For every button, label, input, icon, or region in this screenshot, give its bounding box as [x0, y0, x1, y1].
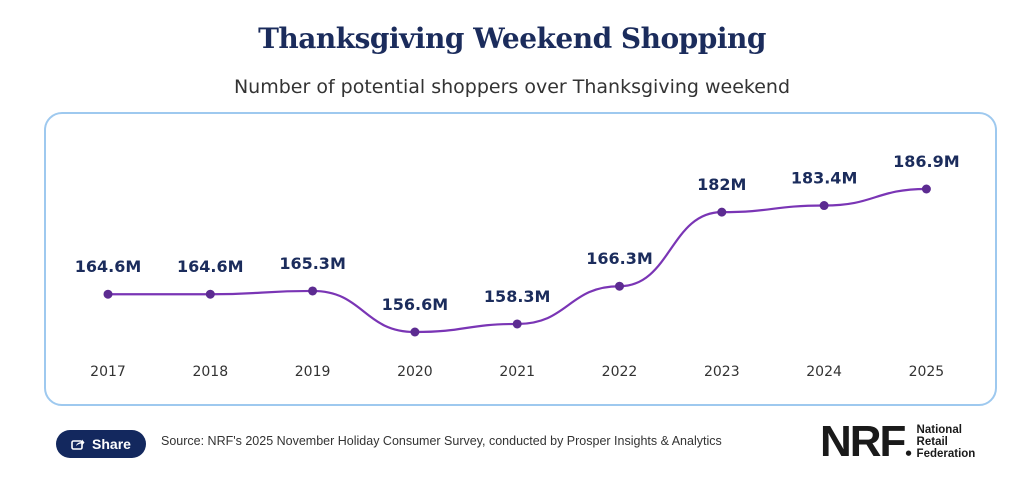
share-label: Share: [92, 436, 131, 452]
line-chart: 164.6M 2017 164.6M 2018 165.3M 2019 156.6M 2020…: [75, 152, 960, 380]
x-tick-label-2023: 2023: [704, 364, 740, 380]
data-point-2024: [819, 201, 829, 211]
data-label-2025: 186.9M: [893, 152, 960, 171]
data-label-2019: 165.3M: [279, 254, 346, 273]
chart-panel: 164.6M 2017 164.6M 2018 165.3M 2019 156.6M 2020…: [44, 112, 997, 406]
data-point-2021: [512, 319, 522, 329]
chart-title: Thanksgiving Weekend Shopping: [258, 22, 766, 55]
x-tick-label-2022: 2022: [602, 364, 638, 380]
data-label-2021: 158.3M: [484, 287, 551, 306]
x-tick-label-2020: 2020: [397, 364, 433, 380]
x-tick-label-2025: 2025: [909, 364, 945, 380]
x-tick-label-2018: 2018: [192, 364, 228, 380]
data-point-2023: [717, 207, 727, 217]
source-note: Source: NRF's 2025 November Holiday Cons…: [161, 434, 722, 448]
data-point-2020: [410, 327, 420, 337]
x-tick-label-2024: 2024: [806, 364, 842, 380]
nrf-name-line-2: Retail: [916, 436, 948, 448]
data-label-2020: 156.6M: [382, 295, 449, 314]
data-point-2018: [205, 289, 215, 299]
data-label-2024: 183.4M: [791, 169, 858, 188]
nrf-logo-name: National Retail Federation: [917, 424, 976, 460]
data-point-2022: [615, 281, 624, 291]
data-label-2022: 166.3M: [586, 249, 653, 268]
series-line: [108, 187, 927, 334]
nrf-logo: NRF ● National Retail Federation: [820, 417, 976, 466]
data-point-2017: [103, 289, 113, 299]
data-label-2018: 164.6M: [177, 257, 244, 276]
registered-mark-icon: ●: [905, 449, 912, 457]
data-point-2025: [921, 184, 931, 194]
nrf-name-line-3: Federation: [916, 448, 976, 460]
data-label-2017: 164.6M: [75, 257, 142, 276]
nrf-logo-mark: NRF: [820, 417, 906, 466]
x-tick-label-2017: 2017: [90, 364, 126, 380]
chart-subtitle: Number of potential shoppers over Thanks…: [233, 76, 791, 98]
x-tick-label-2019: 2019: [295, 364, 331, 380]
share-icon: [71, 439, 85, 450]
data-label-2023: 182M: [697, 175, 746, 194]
share-button[interactable]: Share: [56, 430, 146, 458]
nrf-name-line-1: National: [916, 424, 962, 436]
data-point-2019: [308, 286, 318, 296]
x-tick-label-2021: 2021: [499, 364, 535, 380]
